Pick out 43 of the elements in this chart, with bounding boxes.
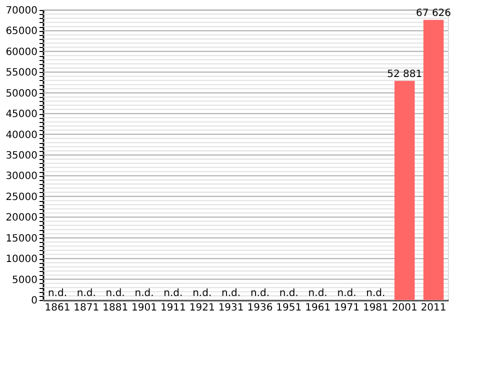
- text: n.d.: [48, 288, 67, 299]
- text: n.d.: [366, 288, 386, 299]
- text: n.d.: [106, 288, 125, 299]
- x-tick-label: 1911: [160, 302, 186, 314]
- y-tick-label: 10000: [6, 254, 38, 266]
- text: n.d.: [134, 288, 154, 299]
- text: n.d.: [279, 288, 298, 299]
- x-tick-label: 1871: [74, 302, 100, 314]
- x-tick-label: 1881: [102, 302, 128, 314]
- x-tick-label: 1901: [132, 302, 157, 314]
- text: n.d.: [222, 288, 241, 299]
- data-label: 67 626: [416, 8, 452, 19]
- text: n.d.: [164, 288, 183, 299]
- y-tick-label: 40000: [6, 130, 38, 141]
- x-tick-label: 1936: [247, 302, 273, 314]
- y-tick-label: 65000: [6, 26, 38, 38]
- text: n.d.: [308, 288, 328, 299]
- x-tick-label: 1971: [334, 302, 360, 314]
- y-tick-label: 50000: [6, 88, 38, 100]
- y-tick-label: 45000: [6, 109, 38, 120]
- x-tick-label: 1931: [218, 302, 244, 314]
- y-tick-label: 20000: [6, 212, 38, 224]
- text: n.d.: [250, 288, 270, 299]
- y-tick-label: 35000: [6, 150, 38, 162]
- text: n.d.: [337, 288, 356, 299]
- y-tick-label: 25000: [6, 192, 38, 203]
- x-tick-label: 1961: [305, 302, 331, 314]
- x-tick-label: 1981: [362, 302, 388, 314]
- y-tick-label: 55000: [6, 68, 38, 79]
- x-tick-label: 2001: [392, 302, 418, 314]
- x-tick-label: 1861: [44, 302, 70, 314]
- data-label: 52 881: [387, 68, 422, 80]
- y-tick-label: 0: [31, 296, 38, 306]
- y-tick-label: 70000: [6, 6, 38, 16]
- y-tick-label: 60000: [6, 46, 38, 58]
- y-tick-label: 15000: [6, 233, 38, 244]
- x-tick-label: 2011: [420, 302, 446, 314]
- y-tick-label: 5000: [12, 274, 38, 286]
- x-tick-label: 1951: [276, 302, 302, 314]
- text: n.d.: [192, 288, 212, 299]
- x-tick-label: 1921: [189, 302, 215, 314]
- text: n.d.: [76, 288, 96, 299]
- y-tick-label: 30000: [6, 171, 38, 182]
